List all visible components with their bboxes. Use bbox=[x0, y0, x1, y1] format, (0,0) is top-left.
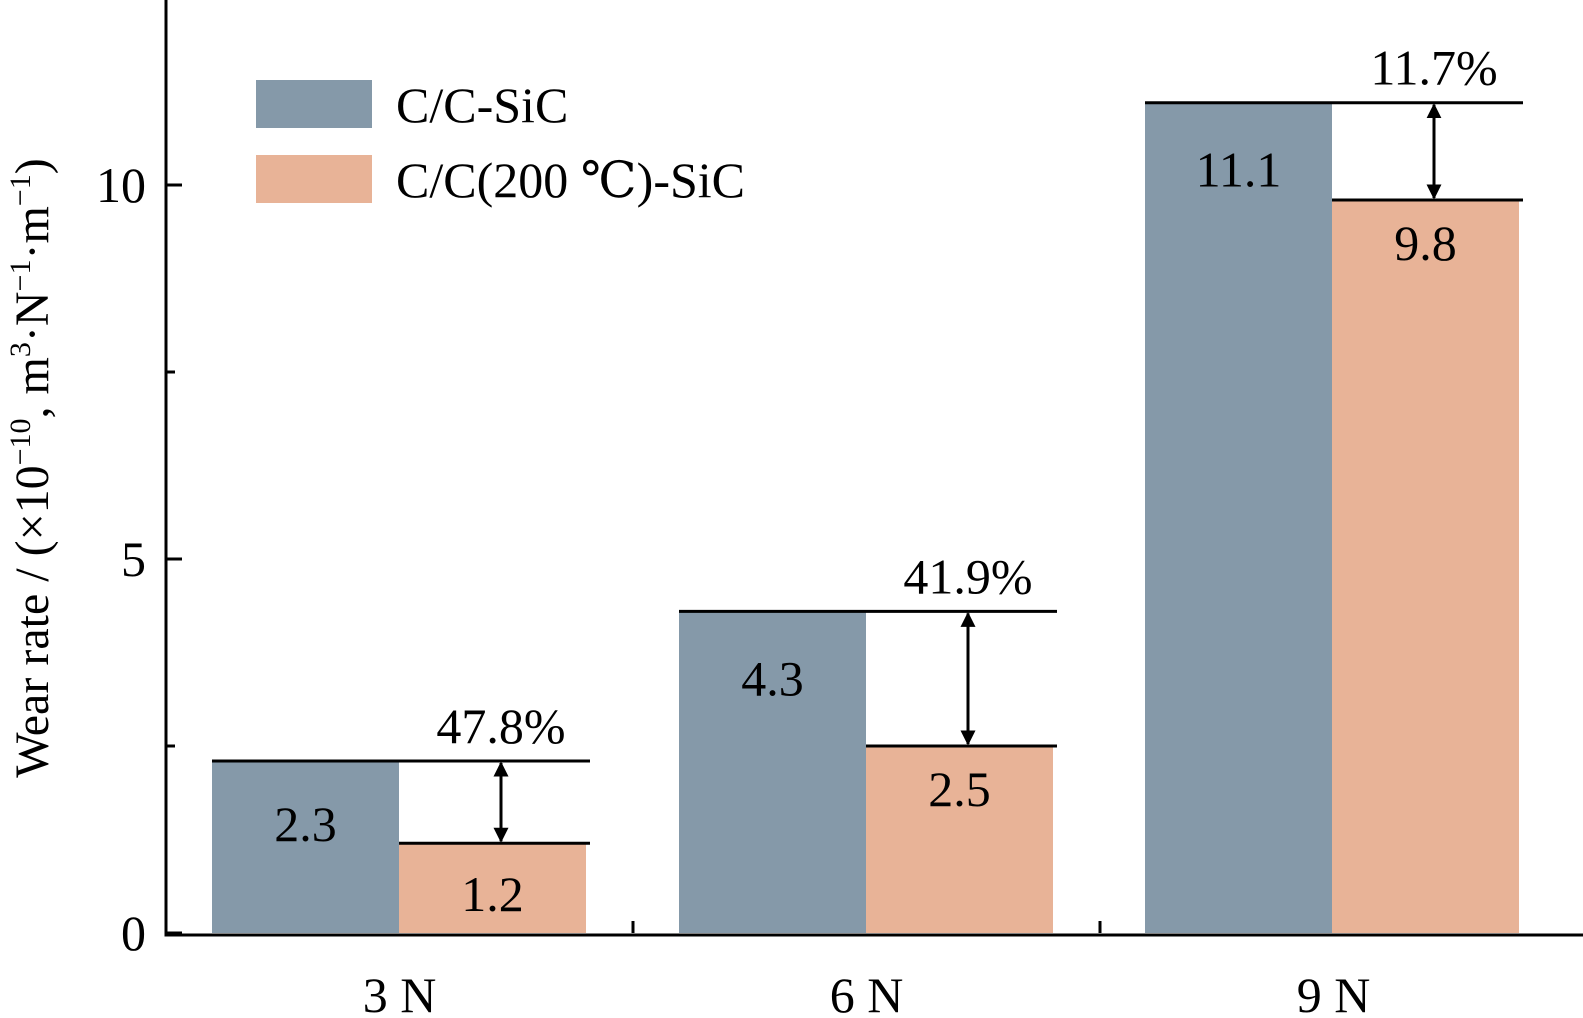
data-label: 11.1 bbox=[1196, 142, 1282, 198]
reduction-label: 47.8% bbox=[436, 698, 565, 754]
x-tick-label: 6 N bbox=[830, 967, 904, 1018]
legend: C/C-SiC C/C(200 ℃)-SiC bbox=[256, 77, 745, 208]
y-axis-ticks: 0 5 10 bbox=[96, 157, 182, 961]
y-tick-label: 10 bbox=[96, 157, 146, 213]
y-tick-label: 0 bbox=[121, 905, 146, 961]
legend-label: C/C(200 ℃)-SiC bbox=[396, 152, 745, 208]
reduction-label: 11.7% bbox=[1370, 40, 1497, 96]
bars: 2.3 4.3 11.1 1.2 2.5 9.8 bbox=[212, 102, 1519, 934]
reduction-label: 41.9% bbox=[903, 548, 1032, 604]
data-label: 2.5 bbox=[928, 761, 991, 817]
legend-swatch bbox=[256, 155, 372, 203]
bar bbox=[212, 760, 399, 933]
plot-frame bbox=[164, 0, 1583, 937]
x-tick-label: 3 N bbox=[363, 967, 437, 1018]
bar bbox=[866, 746, 1053, 933]
data-label: 9.8 bbox=[1394, 215, 1457, 271]
bar bbox=[399, 843, 586, 933]
legend-label: C/C-SiC bbox=[396, 77, 568, 133]
reduction-annotations: 47.8% 41.9% 11.7% bbox=[212, 40, 1523, 845]
bar bbox=[1332, 199, 1519, 933]
bar bbox=[679, 611, 866, 933]
x-axis-ticks: 3 N 6 N 9 N bbox=[363, 921, 1371, 1018]
x-tick-label: 9 N bbox=[1297, 967, 1371, 1018]
y-axis-label: Wear rate / (×10−10, m3·N−1·m−1) bbox=[4, 158, 59, 777]
data-label: 4.3 bbox=[741, 650, 804, 706]
bar bbox=[1145, 102, 1332, 934]
data-label: 1.2 bbox=[461, 866, 524, 922]
legend-swatch bbox=[256, 80, 372, 128]
data-label: 2.3 bbox=[274, 796, 337, 852]
y-tick-label: 5 bbox=[121, 531, 146, 587]
